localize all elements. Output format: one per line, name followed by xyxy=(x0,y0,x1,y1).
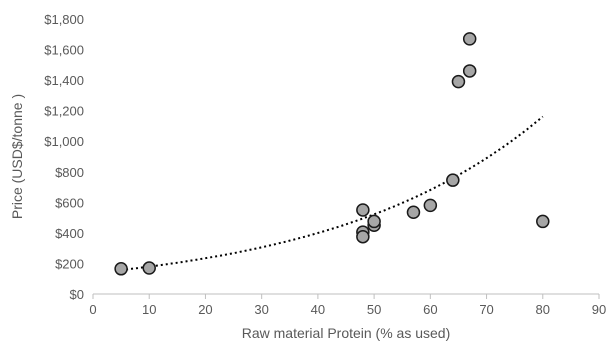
data-point xyxy=(356,229,370,244)
data-point xyxy=(142,261,156,275)
x-tick-label: 0 xyxy=(89,302,96,317)
y-tick-label: $800 xyxy=(55,165,84,180)
x-tick-label: 10 xyxy=(142,302,156,317)
y-axis-ticks: $0 $200 $400 $600 $800 $1,000 $1,200 $1,400 $1,6… xyxy=(44,12,84,302)
x-axis-ticks: 0 10 20 30 40 50 60 70 80 90 xyxy=(89,294,606,317)
data-point xyxy=(462,32,477,46)
data-point xyxy=(446,173,460,187)
x-tick-label: 70 xyxy=(479,302,493,317)
y-tick-label: $0 xyxy=(70,287,84,302)
data-point xyxy=(114,262,128,276)
trendline xyxy=(120,115,544,271)
data-point xyxy=(536,214,550,229)
y-tick-label: $600 xyxy=(55,195,84,210)
x-axis-title: Raw material Protein (% as used) xyxy=(242,325,451,341)
x-tick-label: 50 xyxy=(367,302,381,317)
data-point xyxy=(356,203,370,217)
y-tick-label: $1,200 xyxy=(44,104,84,119)
data-point xyxy=(423,198,438,213)
x-tick-label: 30 xyxy=(254,302,268,317)
data-point xyxy=(462,64,477,78)
y-tick-label: $400 xyxy=(55,226,84,241)
x-tick-label: 60 xyxy=(423,302,437,317)
y-tick-label: $1,000 xyxy=(44,134,84,149)
x-tick-label: 40 xyxy=(311,302,325,317)
y-tick-label: $1,600 xyxy=(44,43,84,58)
data-point xyxy=(406,205,421,220)
data-points xyxy=(114,32,550,276)
data-point xyxy=(367,214,381,229)
y-tick-label: $200 xyxy=(55,256,84,271)
y-axis-title: Price (USD$/tonne ) xyxy=(9,94,25,219)
y-tick-label: $1,800 xyxy=(44,12,84,27)
x-tick-label: 90 xyxy=(592,302,606,317)
y-tick-label: $1,400 xyxy=(44,73,84,88)
x-tick-label: 20 xyxy=(198,302,212,317)
x-tick-label: 80 xyxy=(536,302,550,317)
data-point xyxy=(451,74,466,89)
